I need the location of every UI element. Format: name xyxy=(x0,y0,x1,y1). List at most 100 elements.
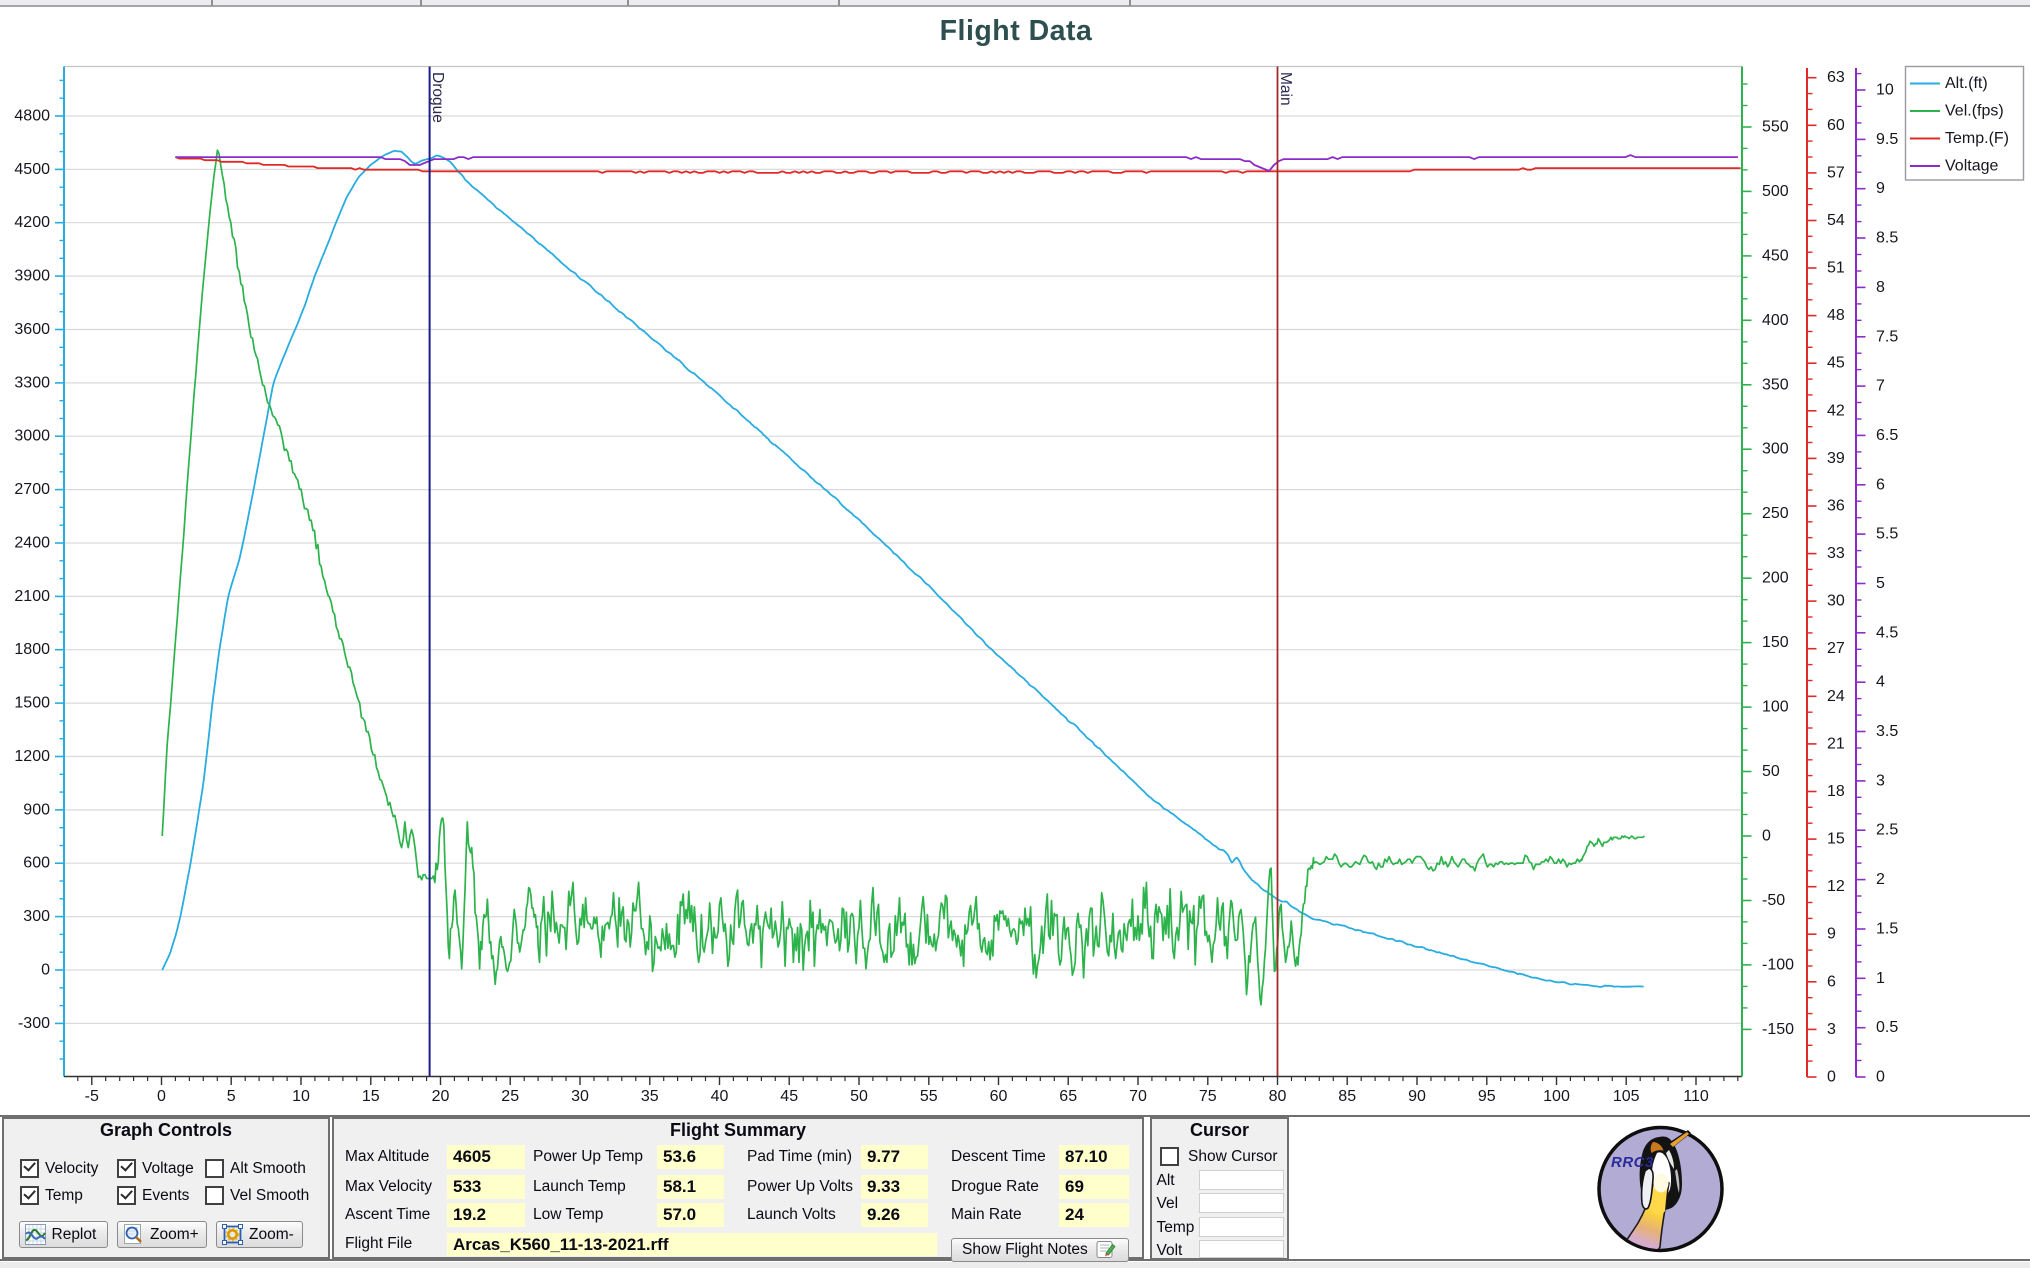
svg-text:400: 400 xyxy=(1762,312,1789,329)
svg-text:10: 10 xyxy=(292,1088,310,1105)
svg-text:5.5: 5.5 xyxy=(1876,526,1898,543)
svg-text:40: 40 xyxy=(711,1088,729,1105)
svg-text:3000: 3000 xyxy=(14,428,50,445)
svg-text:4200: 4200 xyxy=(14,214,50,231)
svg-text:3: 3 xyxy=(1827,1021,1836,1038)
svg-text:500: 500 xyxy=(1762,183,1789,200)
svg-text:1200: 1200 xyxy=(14,748,50,765)
svg-text:24: 24 xyxy=(1827,688,1845,705)
svg-text:1800: 1800 xyxy=(14,641,50,658)
svg-text:45: 45 xyxy=(780,1088,798,1105)
svg-text:25: 25 xyxy=(501,1088,519,1105)
svg-text:7.5: 7.5 xyxy=(1876,328,1898,345)
svg-text:-150: -150 xyxy=(1762,1021,1794,1038)
svg-text:60: 60 xyxy=(1827,117,1845,134)
svg-text:50: 50 xyxy=(1762,763,1780,780)
svg-text:2: 2 xyxy=(1876,871,1885,888)
svg-text:Temp.(F): Temp.(F) xyxy=(1945,130,2009,147)
svg-text:4: 4 xyxy=(1876,674,1885,691)
svg-text:8.5: 8.5 xyxy=(1876,230,1898,247)
svg-text:3300: 3300 xyxy=(14,374,50,391)
svg-text:15: 15 xyxy=(362,1088,380,1105)
svg-text:35: 35 xyxy=(641,1088,659,1105)
svg-text:6: 6 xyxy=(1827,973,1836,990)
svg-text:2.5: 2.5 xyxy=(1876,822,1898,839)
svg-text:33: 33 xyxy=(1827,545,1845,562)
svg-text:0: 0 xyxy=(1827,1069,1836,1086)
svg-text:0: 0 xyxy=(1876,1069,1885,1086)
svg-text:RRC3: RRC3 xyxy=(1611,1154,1654,1171)
svg-text:-100: -100 xyxy=(1762,956,1794,973)
svg-text:Drogue: Drogue xyxy=(429,72,446,123)
svg-text:450: 450 xyxy=(1762,247,1789,264)
svg-text:6.5: 6.5 xyxy=(1876,427,1898,444)
svg-text:75: 75 xyxy=(1199,1088,1217,1105)
svg-text:30: 30 xyxy=(571,1088,589,1105)
svg-text:60: 60 xyxy=(990,1088,1008,1105)
svg-text:250: 250 xyxy=(1762,505,1789,522)
svg-text:2400: 2400 xyxy=(14,535,50,552)
svg-text:9.5: 9.5 xyxy=(1876,131,1898,148)
svg-text:30: 30 xyxy=(1827,593,1845,610)
svg-text:150: 150 xyxy=(1762,634,1789,651)
svg-text:4500: 4500 xyxy=(14,161,50,178)
svg-text:900: 900 xyxy=(23,801,50,818)
svg-text:3: 3 xyxy=(1876,772,1885,789)
svg-text:100: 100 xyxy=(1762,699,1789,716)
svg-text:-5: -5 xyxy=(85,1088,99,1105)
svg-text:600: 600 xyxy=(23,855,50,872)
svg-text:8: 8 xyxy=(1876,279,1885,296)
svg-text:0: 0 xyxy=(157,1088,166,1105)
svg-text:4800: 4800 xyxy=(14,108,50,125)
svg-text:110: 110 xyxy=(1683,1088,1709,1105)
svg-text:70: 70 xyxy=(1129,1088,1147,1105)
svg-text:2100: 2100 xyxy=(14,588,50,605)
svg-text:0: 0 xyxy=(41,962,50,979)
svg-text:3900: 3900 xyxy=(14,268,50,285)
svg-text:57: 57 xyxy=(1827,164,1845,181)
svg-text:9: 9 xyxy=(1876,180,1885,197)
svg-text:300: 300 xyxy=(23,908,50,925)
svg-text:300: 300 xyxy=(1762,441,1789,458)
svg-text:550: 550 xyxy=(1762,119,1789,136)
svg-text:63: 63 xyxy=(1827,69,1845,86)
svg-text:48: 48 xyxy=(1827,307,1845,324)
svg-text:1: 1 xyxy=(1876,970,1885,987)
svg-text:42: 42 xyxy=(1827,402,1845,419)
svg-text:3600: 3600 xyxy=(14,321,50,338)
svg-text:12: 12 xyxy=(1827,878,1845,895)
svg-text:Alt.(ft): Alt.(ft) xyxy=(1945,75,1988,92)
svg-text:Voltage: Voltage xyxy=(1945,158,1998,175)
svg-text:2700: 2700 xyxy=(14,481,50,498)
svg-text:36: 36 xyxy=(1827,498,1845,515)
svg-text:350: 350 xyxy=(1762,376,1789,393)
svg-text:7: 7 xyxy=(1876,378,1885,395)
svg-text:100: 100 xyxy=(1543,1088,1570,1105)
svg-text:Main: Main xyxy=(1277,72,1294,106)
svg-text:65: 65 xyxy=(1059,1088,1077,1105)
svg-text:95: 95 xyxy=(1478,1088,1496,1105)
svg-text:27: 27 xyxy=(1827,640,1845,657)
svg-text:20: 20 xyxy=(432,1088,450,1105)
svg-text:1500: 1500 xyxy=(14,695,50,712)
svg-text:18: 18 xyxy=(1827,783,1845,800)
svg-text:55: 55 xyxy=(920,1088,938,1105)
svg-text:0: 0 xyxy=(1762,828,1771,845)
svg-text:90: 90 xyxy=(1408,1088,1426,1105)
svg-text:9: 9 xyxy=(1827,926,1836,943)
svg-text:51: 51 xyxy=(1827,260,1845,277)
svg-text:45: 45 xyxy=(1827,355,1845,372)
svg-text:6: 6 xyxy=(1876,476,1885,493)
svg-text:15: 15 xyxy=(1827,831,1845,848)
svg-text:80: 80 xyxy=(1269,1088,1287,1105)
svg-text:39: 39 xyxy=(1827,450,1845,467)
svg-text:3.5: 3.5 xyxy=(1876,723,1898,740)
svg-text:85: 85 xyxy=(1338,1088,1356,1105)
svg-text:21: 21 xyxy=(1827,735,1845,752)
svg-text:Vel.(fps): Vel.(fps) xyxy=(1945,103,2004,120)
svg-text:10: 10 xyxy=(1876,82,1894,99)
svg-text:-50: -50 xyxy=(1762,892,1785,909)
svg-text:-300: -300 xyxy=(18,1015,50,1032)
svg-text:0.5: 0.5 xyxy=(1876,1019,1898,1036)
svg-text:50: 50 xyxy=(850,1088,868,1105)
